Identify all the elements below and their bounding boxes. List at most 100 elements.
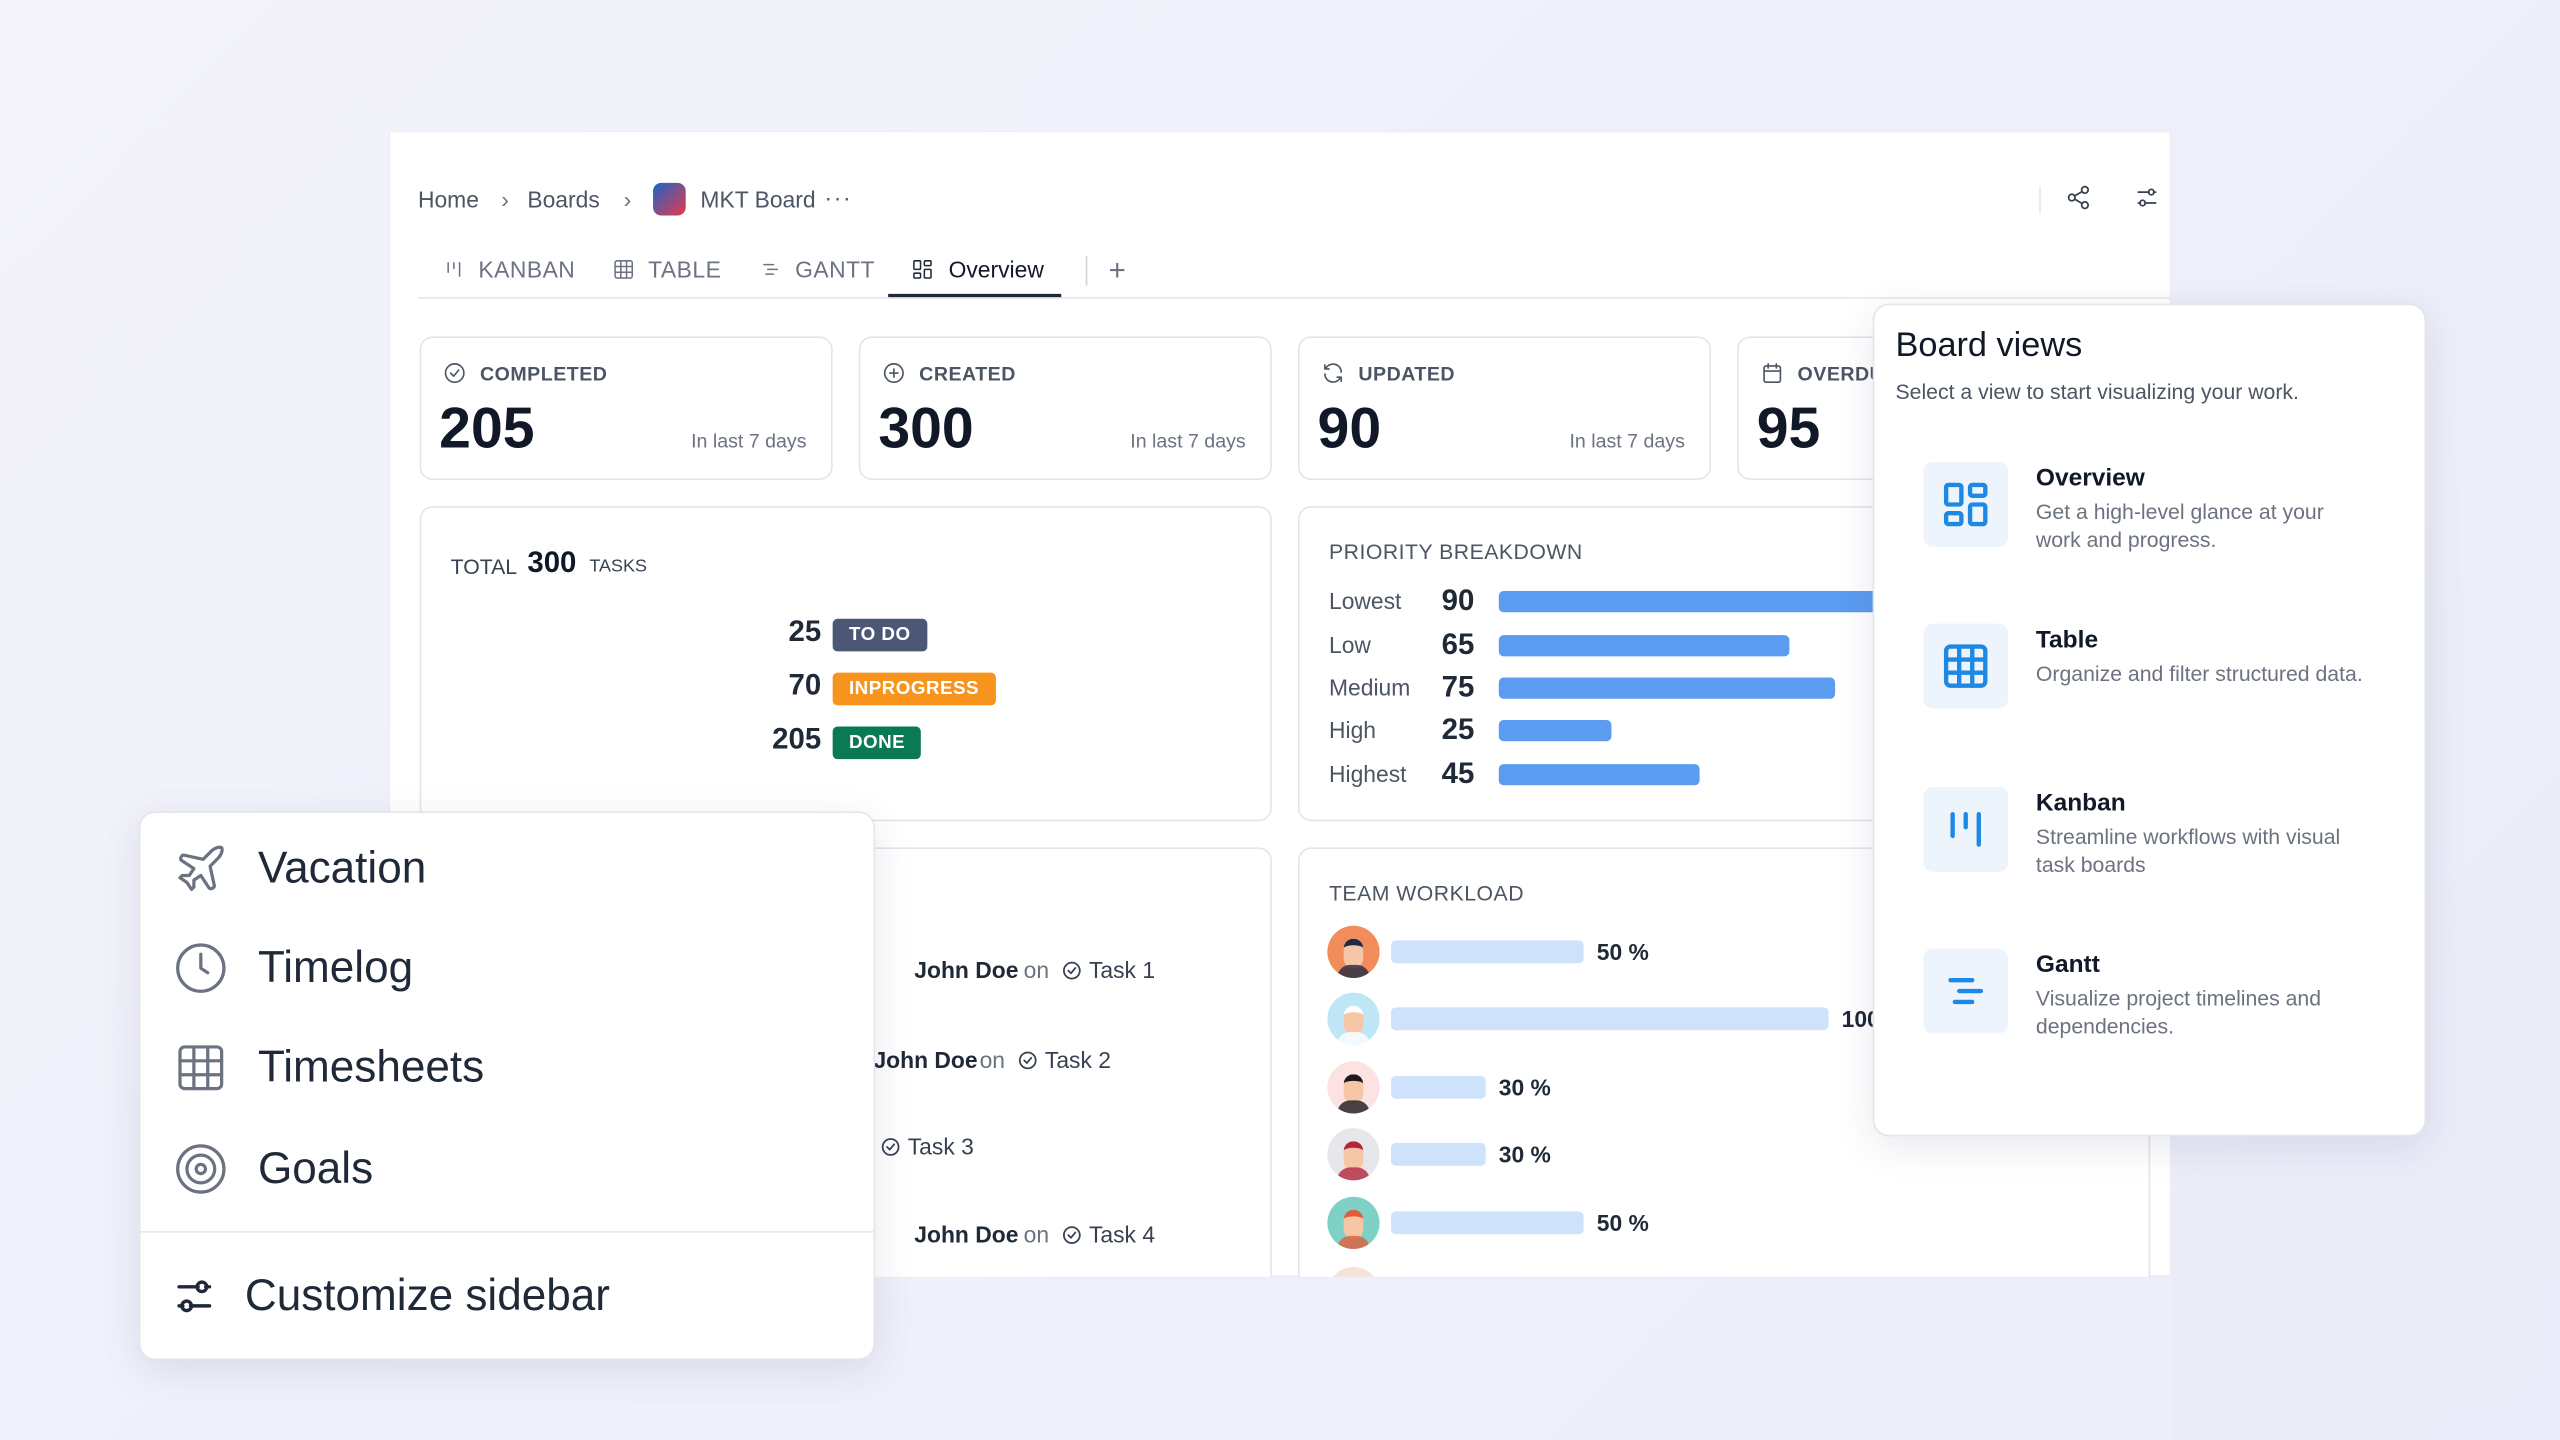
- activity-task[interactable]: Task 2: [1044, 1046, 1111, 1073]
- activity-task[interactable]: Task 4: [1088, 1221, 1156, 1248]
- workload-bar: [1391, 1142, 1486, 1166]
- stat-label: COMPLETED: [480, 362, 608, 386]
- divider: [2039, 186, 2041, 214]
- activity-connector: on: [979, 1046, 1006, 1073]
- stat-note: In last 7 days: [691, 429, 807, 453]
- customize-icon: [177, 1280, 212, 1313]
- sidebar-item[interactable]: Timesheets: [257, 1042, 485, 1092]
- view-description: Organize and filter structured data.: [2035, 661, 2363, 686]
- stat-value: 300: [878, 396, 974, 461]
- task-icon: [1062, 1226, 1081, 1244]
- priority-title: PRIORITY BREAKDOWN: [1328, 539, 1583, 565]
- avatar: [1327, 1061, 1380, 1114]
- view-icon: [1943, 482, 1988, 527]
- priority-bar: [1498, 591, 1902, 613]
- stat-value: 90: [1317, 396, 1382, 461]
- avatar-body: [1337, 1100, 1370, 1114]
- priority-bar: [1498, 635, 1790, 657]
- priority-value: 45: [1441, 756, 1475, 790]
- avatar-body: [1337, 1235, 1370, 1249]
- view-name[interactable]: Table: [2035, 626, 2099, 654]
- more-menu[interactable]: ···: [824, 184, 853, 211]
- sidebar-icon: [176, 1144, 226, 1194]
- add-tab[interactable]: +: [1108, 253, 1126, 287]
- avatar: [1327, 1128, 1380, 1181]
- workload-label: 30 %: [1498, 1074, 1551, 1101]
- priority-label: Medium: [1328, 674, 1411, 701]
- status-badge: TO DO: [832, 618, 927, 652]
- tab[interactable]: Overview: [948, 256, 1044, 283]
- activity-user: John Doe: [914, 956, 1019, 983]
- avatar-face: [1343, 1209, 1364, 1240]
- task-icon: [881, 1138, 900, 1156]
- priority-value: 25: [1441, 712, 1475, 746]
- stat-label: OVERDUE: [1797, 362, 1898, 386]
- tab[interactable]: TABLE: [648, 256, 722, 283]
- avatar-face: [1343, 938, 1364, 969]
- tab-icon: [614, 260, 634, 279]
- stat-icon: [883, 363, 904, 384]
- breadcrumb-item[interactable]: MKT Board: [700, 186, 816, 213]
- priority-bar: [1498, 677, 1835, 699]
- view-icon-box[interactable]: [1923, 462, 2009, 547]
- workload-title: TEAM WORKLOAD: [1328, 880, 1525, 906]
- breadcrumb-item[interactable]: Boards: [527, 186, 600, 213]
- total-suffix: TASKS: [589, 556, 647, 577]
- breadcrumb-item[interactable]: Home: [417, 186, 479, 213]
- task-icon: [1018, 1051, 1037, 1070]
- sidebar-item[interactable]: Goals: [257, 1143, 374, 1193]
- workload-label: 50 %: [1596, 938, 1649, 965]
- sidebar-icon: [178, 1045, 224, 1091]
- view-icon: [1950, 811, 1981, 847]
- view-icon-box[interactable]: [1923, 623, 2009, 709]
- view-name[interactable]: Overview: [2035, 464, 2145, 493]
- activity-task[interactable]: Task 3: [907, 1133, 974, 1160]
- sidebar-icon: [178, 845, 224, 892]
- view-name[interactable]: Kanban: [2035, 789, 2126, 818]
- stat-note: In last 7 days: [1130, 429, 1246, 453]
- divider: [1085, 256, 1088, 286]
- stat-icon: [1324, 363, 1343, 383]
- task-icon: [1062, 961, 1081, 980]
- stat-card: [1297, 336, 1712, 481]
- priority-label: Low: [1328, 631, 1371, 658]
- stat-card: [419, 336, 833, 481]
- avatar: [1327, 1196, 1380, 1249]
- workload-label: 50 %: [1596, 1209, 1649, 1236]
- status-count: 205: [772, 722, 822, 756]
- tab[interactable]: GANTT: [795, 256, 876, 283]
- avatar: [1327, 992, 1380, 1045]
- total-value: 300: [527, 546, 577, 579]
- priority-label: High: [1328, 716, 1376, 743]
- priority-label: Highest: [1328, 760, 1407, 787]
- breadcrumb-separator: ›: [501, 186, 509, 213]
- view-icon: [1943, 644, 1988, 688]
- workload-bar: [1391, 940, 1584, 964]
- stat-label: UPDATED: [1358, 362, 1456, 386]
- activity-connector: on: [1023, 1221, 1050, 1248]
- sidebar-popup: [138, 811, 876, 1360]
- tab-icon: [913, 260, 932, 279]
- tab[interactable]: KANBAN: [478, 256, 576, 283]
- activity-task[interactable]: Task 1: [1088, 956, 1156, 983]
- board-views-subtitle: Select a view to start visualizing your …: [1895, 379, 2299, 405]
- sidebar-icon: [176, 943, 226, 993]
- stat-note: In last 7 days: [1569, 429, 1685, 453]
- priority-bar: [1498, 720, 1611, 742]
- priority-value: 65: [1441, 627, 1475, 661]
- sidebar-item[interactable]: Timelog: [257, 942, 414, 992]
- view-icon-box[interactable]: [1923, 786, 2009, 872]
- workload-bar: [1391, 1075, 1486, 1099]
- view-name[interactable]: Gantt: [2035, 951, 2100, 979]
- sidebar-item[interactable]: Vacation: [257, 843, 427, 893]
- customize-sidebar[interactable]: Customize sidebar: [244, 1271, 610, 1320]
- activity-user: John Doe: [873, 1046, 978, 1073]
- status-count: 25: [788, 614, 822, 648]
- tab-icon: [763, 263, 779, 275]
- workload-bar: [1391, 1211, 1584, 1235]
- avatar: [1327, 925, 1380, 978]
- board-views-title: Board views: [1895, 326, 2083, 365]
- priority-label: Lowest: [1328, 587, 1402, 614]
